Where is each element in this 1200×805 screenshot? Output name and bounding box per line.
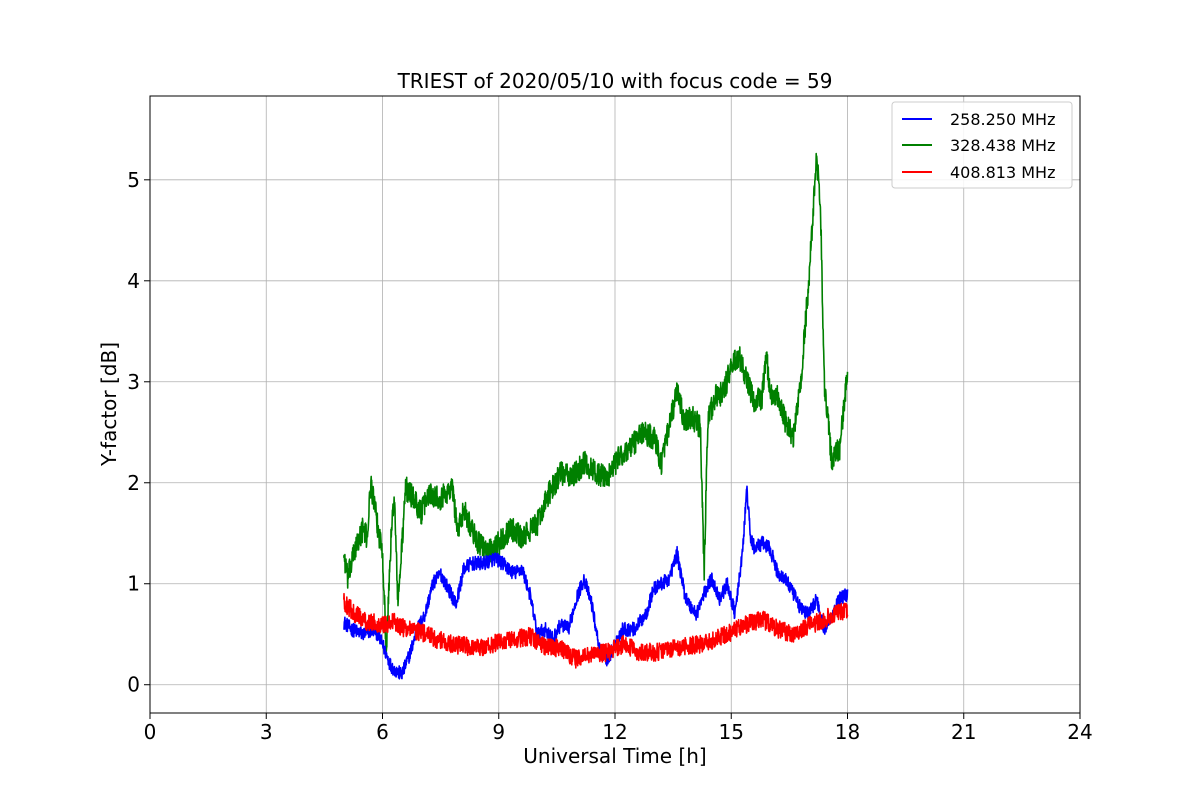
x-tick-label: 18 (835, 720, 860, 744)
series-line-408-813 (343, 592, 849, 669)
x-axis-label: Universal Time [h] (523, 744, 706, 768)
y-tick-label: 3 (127, 370, 140, 394)
chart-legend: 258.250 MHz 328.438 MHz 408.813 MHz (891, 101, 1073, 189)
y-tick-label: 0 (127, 673, 140, 697)
legend-label-408: 408.813 MHz (950, 163, 1055, 182)
legend-label-258: 258.250 MHz (950, 110, 1055, 129)
series-lines (343, 152, 849, 680)
legend-label-328: 328.438 MHz (950, 136, 1055, 155)
y-tick-label: 1 (127, 572, 140, 596)
x-tick-label: 9 (492, 720, 505, 744)
x-tick-label: 24 (1067, 720, 1092, 744)
x-tick-label: 12 (602, 720, 627, 744)
legend-box (891, 101, 1073, 189)
series-line-258-250 (343, 485, 849, 680)
y-tick-label: 4 (127, 269, 140, 293)
series-line-328-438 (343, 152, 849, 653)
x-tick-label: 3 (260, 720, 273, 744)
x-tick-label: 15 (719, 720, 744, 744)
y-axis-label: Y-factor [dB] (97, 342, 121, 467)
y-tick-label: 2 (127, 471, 140, 495)
x-tick-label: 0 (144, 720, 157, 744)
chart-title: TRIEST of 2020/05/10 with focus code = 5… (397, 69, 833, 93)
x-tick-label: 6 (376, 720, 389, 744)
y-tick-label: 5 (127, 168, 140, 192)
x-tick-label: 21 (951, 720, 976, 744)
